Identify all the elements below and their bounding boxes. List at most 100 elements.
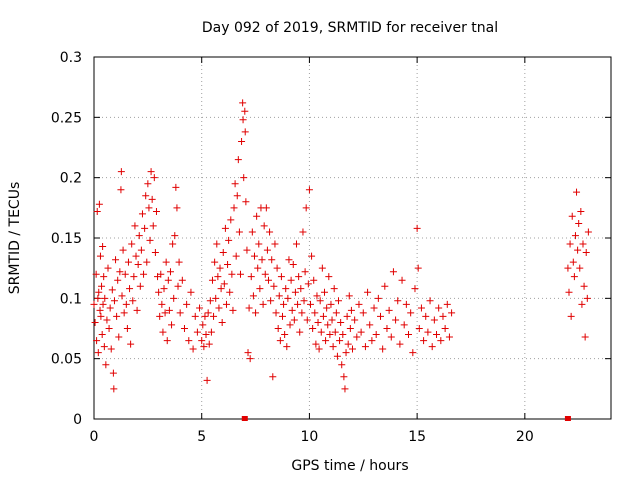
data-point [110,297,118,305]
data-point [297,285,305,293]
data-point [144,180,152,188]
y-tick-label: 0.1 [60,291,82,307]
data-point [383,325,391,332]
data-point [112,256,120,264]
data-point [120,309,128,317]
data-point [320,288,328,296]
data-point [405,331,413,339]
data-point [213,240,221,248]
data-point [174,282,182,290]
data-point [141,224,149,232]
data-point [158,300,166,308]
data-point [323,304,331,312]
data-point [342,349,350,357]
y-tick-labels: 0 0.05 0.1 0.15 0.2 0.25 0.3 [51,50,82,428]
data-point [319,312,327,320]
data-point [205,340,213,348]
data-point [201,312,209,320]
data-point [290,316,298,324]
data-point [308,252,316,260]
data-point [191,312,199,320]
data-point [439,312,447,320]
data-point [357,328,365,336]
data-point [564,264,572,272]
data-point [235,228,243,236]
data-point [183,300,191,308]
x-tick-label: 10 [301,429,319,445]
y-tick-label: 0.2 [60,171,82,187]
data-point [273,264,281,272]
data-point [274,325,282,332]
data-point [583,294,591,302]
data-point [231,180,239,188]
data-point [240,174,248,182]
data-point [248,228,256,236]
data-point [241,107,249,115]
data-point [570,273,578,281]
data-point [578,300,586,308]
data-point [420,337,428,345]
data-point [100,343,108,351]
data-point [208,276,216,284]
data-point [148,195,156,203]
data-point [196,304,204,312]
data-point [302,204,310,212]
data-point [326,331,334,339]
data-point [204,309,212,317]
data-point [130,273,138,281]
x-tick-labels: 0 5 10 15 20 [90,429,534,445]
data-point [264,276,272,284]
data-point [101,294,109,302]
data-point [117,168,125,176]
data-point [106,304,114,312]
data-point [565,288,573,296]
data-point [389,268,397,276]
y-tick-label: 0.05 [51,352,82,368]
data-point [327,300,335,308]
data-point [275,292,283,300]
data-point [117,186,125,194]
y-tick-label: 0 [73,412,82,428]
data-point [329,343,337,351]
data-point [296,328,304,336]
chart-title: Day 092 of 2019, SRMTID for receiver tna… [202,20,498,36]
data-points [90,99,592,393]
y-tick-label: 0.15 [51,231,82,247]
data-point [172,183,180,191]
data-point [244,349,252,357]
data-point [238,137,246,145]
data-point [306,300,314,308]
data-point [155,288,163,296]
data-point [338,361,346,369]
data-point [215,304,223,312]
data-point [90,300,98,308]
data-point [569,258,577,266]
data-point [105,325,113,332]
data-point [266,228,274,236]
data-point [305,186,313,194]
data-point [168,321,176,329]
data-point [165,306,173,314]
data-point [142,192,150,200]
data-point [98,331,106,339]
data-point [232,252,240,260]
data-point [437,337,445,345]
data-point [206,297,214,305]
data-point [364,288,372,296]
data-point [93,207,101,215]
data-point [253,212,261,220]
data-point [99,300,107,308]
data-point [328,316,336,324]
data-point [219,248,227,256]
data-point [131,222,139,230]
data-point [217,285,225,293]
data-point [424,328,432,336]
data-point [134,261,142,269]
data-point [292,240,300,248]
data-point [260,222,268,230]
data-point [126,285,134,293]
data-point [445,333,453,341]
data-point [441,325,449,332]
y-tick-label: 0.3 [60,50,82,66]
data-point [314,318,322,326]
